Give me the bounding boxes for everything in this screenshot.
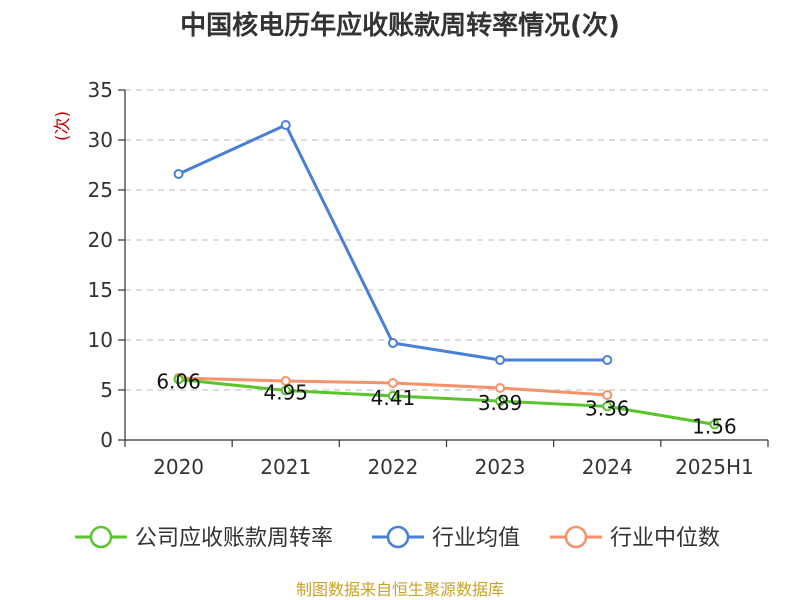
series-line-0 <box>178 377 715 426</box>
source-note: 制图数据来自恒生聚源数据库 <box>296 580 504 599</box>
x-tick-label-2022: 2022 <box>367 455 418 479</box>
y-tick-label-10: 10 <box>88 328 113 352</box>
chart-title: 中国核电历年应收账款周转率情况(次) <box>180 10 620 41</box>
legend: 公司应收账款周转率 行业均值 行业中位数 <box>75 525 720 551</box>
data-point-0-2 <box>387 390 398 401</box>
data-point-1-2 <box>387 338 398 348</box>
x-tick-label-2024: 2024 <box>582 455 633 479</box>
series-layer <box>173 120 720 430</box>
legend-marker-0 <box>89 525 113 549</box>
y-tick-label-20: 20 <box>88 228 113 252</box>
data-point-0-1 <box>280 385 291 396</box>
data-point-0-4 <box>602 401 613 412</box>
legend-label-0: 公司应收账款周转率 <box>135 526 333 551</box>
y-tick-label-0: 0 <box>100 428 113 452</box>
data-point-0-3 <box>495 396 506 407</box>
data-labels: 6.06 4.95 4.41 3.89 3.36 1.56 <box>156 369 736 438</box>
data-point-2-2 <box>387 378 398 388</box>
y-tick-label-25: 25 <box>88 178 113 202</box>
legend-label-1: 行业均值 <box>432 526 520 551</box>
data-label-1: 4.95 <box>263 381 308 405</box>
y-tick-label-35: 35 <box>88 78 113 102</box>
x-tick-label-2021: 2021 <box>260 455 311 479</box>
legend-label-2: 行业中位数 <box>610 526 720 551</box>
y-tick-label-30: 30 <box>88 128 113 152</box>
x-tick-label-2025H1: 2025H1 <box>675 455 754 479</box>
axes: 0 5 10 15 20 25 30 35 2020 2021 2022 2023 2024 2025H1 <box>88 78 769 479</box>
series-line-1 <box>177 123 608 362</box>
data-point-2-3 <box>495 383 506 393</box>
data-label-2: 4.41 <box>371 386 416 410</box>
y-tick-label-5: 5 <box>100 378 113 402</box>
data-point-0-0 <box>173 374 184 385</box>
data-point-1-3 <box>495 355 506 365</box>
legend-marker-2 <box>564 525 588 549</box>
data-point-1-4 <box>602 355 613 365</box>
y-axis-label: (次) <box>53 111 73 141</box>
data-label-4: 3.36 <box>585 396 630 420</box>
data-label-5: 1.56 <box>692 414 737 438</box>
data-point-0-5 <box>709 419 720 430</box>
grid-lines <box>125 89 768 391</box>
y-tick-label-15: 15 <box>88 278 113 302</box>
x-tick-label-2023: 2023 <box>475 455 526 479</box>
x-tick-label-2020: 2020 <box>153 455 204 479</box>
data-point-1-0 <box>173 169 184 179</box>
data-point-2-4 <box>602 390 613 400</box>
data-point-1-1 <box>280 120 291 130</box>
data-label-3: 3.89 <box>478 391 523 415</box>
data-point-2-1 <box>280 376 291 386</box>
legend-marker-1 <box>386 525 410 549</box>
data-label-0: 6.06 <box>156 369 201 393</box>
